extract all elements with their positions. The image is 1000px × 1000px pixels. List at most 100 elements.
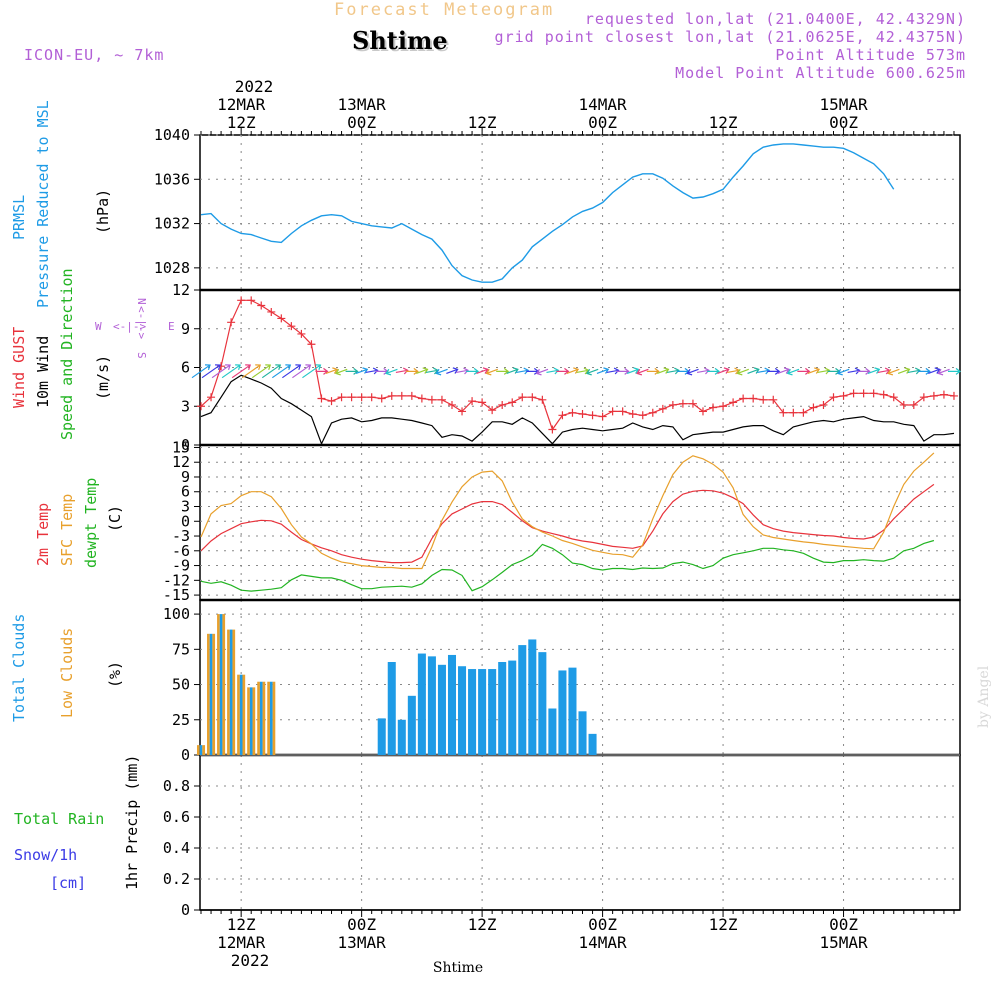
gust-point [387, 391, 396, 400]
wind-speed-dir-label: Speed and Direction [58, 268, 76, 440]
arrow-shape [201, 364, 221, 379]
arrow-shape [887, 368, 900, 376]
sfc-temp-label: SFC Temp [58, 494, 76, 566]
gust-point [598, 412, 607, 421]
requested-coords: requested lon,lat (21.0400E, 42.4329N) [584, 10, 966, 28]
low-cloud-bar [237, 674, 240, 755]
total-cloud-bar [209, 633, 213, 755]
arrow-shape [757, 367, 771, 375]
y-tick-label: 12 [172, 453, 190, 471]
top-axis-year: 2022 [235, 77, 274, 96]
y-tick-label: 3 [181, 397, 190, 415]
total-cloud-bar [458, 666, 467, 755]
wind-direction-compass: N S <-|-> W <-|-> E [95, 298, 175, 359]
arrow-shape [717, 367, 730, 374]
wind-direction-arrow [231, 364, 251, 379]
gust-point [618, 407, 627, 416]
wind-direction-arrow [201, 364, 221, 379]
wind-direction-arrow [887, 368, 900, 376]
arrow-shape [325, 367, 339, 374]
panel-frame [199, 754, 961, 911]
gust-point [277, 314, 286, 323]
arrow-shape [261, 364, 282, 379]
gust-point [237, 296, 246, 305]
gust-point [909, 400, 918, 409]
y-tick-label: 1036 [154, 170, 190, 188]
total-cloud-bar [468, 669, 477, 755]
wind-direction-arrow [535, 368, 549, 376]
arrow-shape [345, 367, 359, 375]
clouds-unit: (%) [106, 661, 124, 688]
location-title: Shtime [352, 26, 448, 55]
gust-point [899, 400, 908, 409]
compass-n: N [135, 298, 148, 305]
gust-point [739, 394, 748, 403]
y-tick-label: 0 [181, 746, 190, 764]
wind-direction-arrow [767, 367, 781, 375]
total-cloud-bar [199, 745, 203, 755]
arrow-shape [334, 368, 348, 376]
compass-e: E [168, 320, 175, 333]
low-cloud-bar [212, 633, 216, 755]
arrow-shape [917, 367, 931, 375]
gust-point [568, 408, 577, 417]
arrow-shape [566, 367, 580, 374]
gust-point [919, 393, 928, 402]
low-cloud-bar [257, 681, 260, 755]
gust-point [789, 408, 798, 417]
total-cloud-bar [568, 667, 577, 755]
total-cloud-bar [229, 629, 233, 755]
wind-direction-arrow [546, 367, 560, 375]
top-axis-hour: 00Z [347, 113, 376, 132]
wind-direction-arrow [727, 367, 740, 375]
arrow-shape [747, 367, 760, 374]
compass-we-arrow: <-|-> [113, 320, 146, 333]
y-tick-label: 9 [181, 320, 190, 338]
gust-point [528, 393, 537, 402]
arrow-shape [897, 367, 911, 374]
arrow-shape [231, 364, 251, 379]
wind-direction-arrow [817, 367, 831, 375]
wind-direction-arrow [365, 367, 379, 375]
wind-direction-arrow [707, 367, 721, 375]
y-tick-label: 6 [181, 483, 190, 501]
bottom-axis-hour: 12Z [709, 915, 738, 934]
wind-direction-arrow [807, 367, 820, 374]
gust-point [819, 400, 828, 409]
total-cloud-bar [447, 654, 457, 755]
snow-unit: [cm] [50, 874, 86, 892]
snow-label: Snow/1h [14, 846, 77, 864]
gust-point [427, 395, 436, 404]
wind-direction-arrow [485, 368, 498, 376]
arrow-shape [506, 367, 519, 374]
dewpt-label: dewpt Temp [82, 478, 100, 568]
y-tick-label: -6 [172, 542, 190, 560]
wind-direction-arrow [355, 367, 369, 374]
gust-point [939, 390, 948, 399]
gust-point [227, 318, 236, 327]
arrow-shape [535, 368, 549, 376]
total-cloud-bar [387, 662, 396, 755]
gust-point [468, 397, 477, 406]
gust-point [317, 394, 326, 403]
gust-point [548, 425, 557, 434]
wind-direction-arrow [211, 364, 231, 379]
wind-direction-arrow [596, 367, 610, 374]
wind-direction-arrow [877, 367, 891, 375]
wind-direction-arrow [717, 367, 730, 374]
wind-direction-arrow [385, 368, 398, 376]
gust-point [849, 389, 858, 398]
y-tick-label: -9 [172, 557, 190, 575]
product-title: Forecast Meteogram [334, 0, 555, 20]
wind-direction-arrow [405, 367, 419, 375]
wind-direction-arrow [947, 367, 961, 375]
gust-point [498, 400, 507, 409]
model-label: ICON-EU, ~ 7km [24, 46, 165, 64]
wind-direction-arrow [556, 367, 570, 375]
wind-direction-arrow [315, 367, 329, 375]
low-clouds-label: Low Clouds [58, 628, 76, 718]
gust-point [688, 399, 697, 408]
arrow-shape [786, 368, 800, 376]
arrow-shape [937, 368, 950, 376]
arrow-shape [251, 364, 272, 379]
